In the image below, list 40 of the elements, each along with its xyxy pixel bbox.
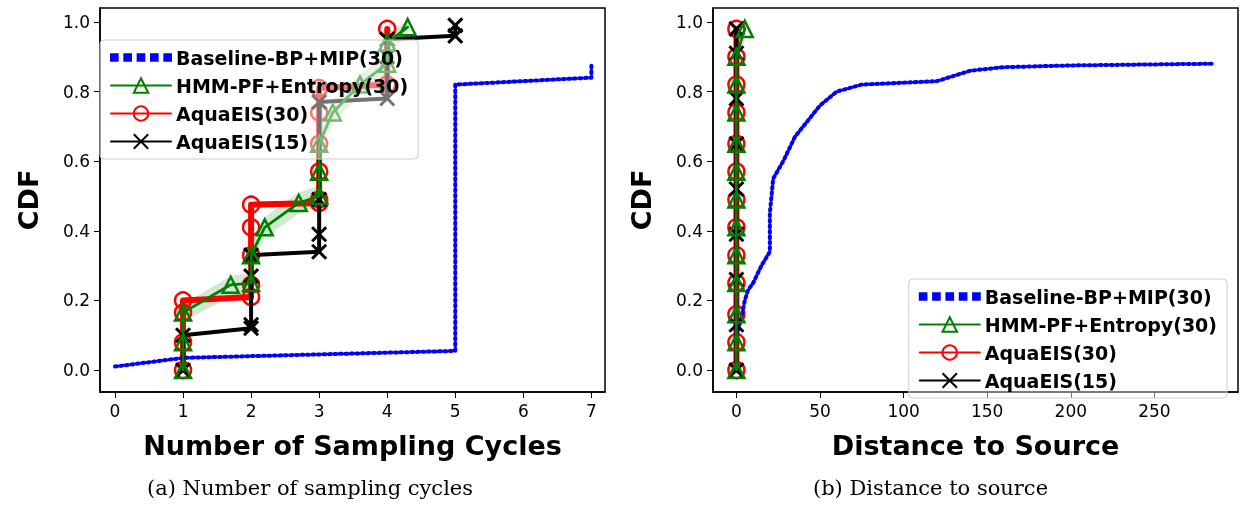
x-tick-label: 7 <box>585 400 597 421</box>
y-tick-label: 0.4 <box>62 220 90 241</box>
y-axis-title: CDF <box>13 169 44 231</box>
x-tick-label: 6 <box>517 400 529 421</box>
y-tick-label: 0.6 <box>62 151 90 172</box>
x-tick-label: 0 <box>109 400 121 421</box>
x-axis-title: Distance to Source <box>831 430 1120 461</box>
x-tick-label: 4 <box>381 400 393 421</box>
y-tick-label: 1.0 <box>62 11 90 32</box>
y-tick-label: 0.4 <box>675 220 703 241</box>
x-tick-label: 2 <box>245 400 257 421</box>
legend-label: HMM-PF+Entropy(30) <box>984 313 1217 336</box>
legend-label: Baseline-BP+MIP(30) <box>176 46 403 69</box>
text: (b) Distance to source <box>812 475 1049 500</box>
legend-label: HMM-PF+Entropy(30) <box>176 74 409 97</box>
x-tick-label: 1 <box>177 400 189 421</box>
x-tick-label: 50 <box>809 400 831 421</box>
y-tick-label: 0.6 <box>675 151 703 172</box>
y-axis-title: CDF <box>626 169 657 231</box>
y-tick-label: 0.8 <box>675 81 703 102</box>
x-tick-label: 0 <box>730 400 742 421</box>
x-tick-label: 200 <box>1054 400 1088 421</box>
legend-label: AquaEIS(15) <box>984 369 1117 392</box>
y-tick-label: 1.0 <box>675 11 703 32</box>
legend-label: AquaEIS(30) <box>984 341 1117 364</box>
y-tick-label: 0.2 <box>62 290 90 311</box>
y-tick-label: 0.0 <box>62 360 90 381</box>
x-tick-label: 5 <box>449 400 461 421</box>
legend-label: AquaEIS(15) <box>176 130 309 153</box>
x-axis-title: Number of Sampling Cycles <box>143 430 562 461</box>
x-tick-label: 100 <box>887 400 920 421</box>
x-tick-label: 150 <box>970 400 1004 421</box>
y-tick-label: 0.8 <box>62 81 90 102</box>
x-tick-label: 3 <box>313 400 325 421</box>
text: (a) Number of sampling cycles <box>146 475 474 500</box>
y-tick-label: 0.2 <box>675 290 703 311</box>
y-tick-label: 0.0 <box>675 360 703 381</box>
legend-label: Baseline-BP+MIP(30) <box>984 285 1212 308</box>
x-tick-label: 250 <box>1138 400 1171 421</box>
legend-label: AquaEIS(30) <box>176 102 309 125</box>
